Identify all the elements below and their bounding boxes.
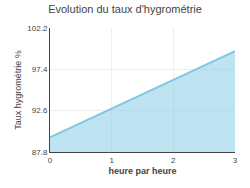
svg-text:92.6: 92.6 [32, 106, 48, 115]
svg-text:2: 2 [171, 156, 176, 165]
svg-text:Taux hygrométrie %: Taux hygrométrie % [13, 50, 23, 130]
svg-text:3: 3 [233, 156, 238, 165]
svg-text:Evolution du taux d'hygrométri: Evolution du taux d'hygrométrie [48, 3, 202, 15]
svg-text:1: 1 [109, 156, 114, 165]
svg-text:102.2: 102.2 [27, 24, 48, 33]
svg-text:87.8: 87.8 [32, 148, 48, 157]
svg-text:heure par heure: heure par heure [108, 166, 176, 176]
svg-text:0: 0 [48, 156, 53, 165]
svg-text:97.4: 97.4 [32, 65, 48, 74]
